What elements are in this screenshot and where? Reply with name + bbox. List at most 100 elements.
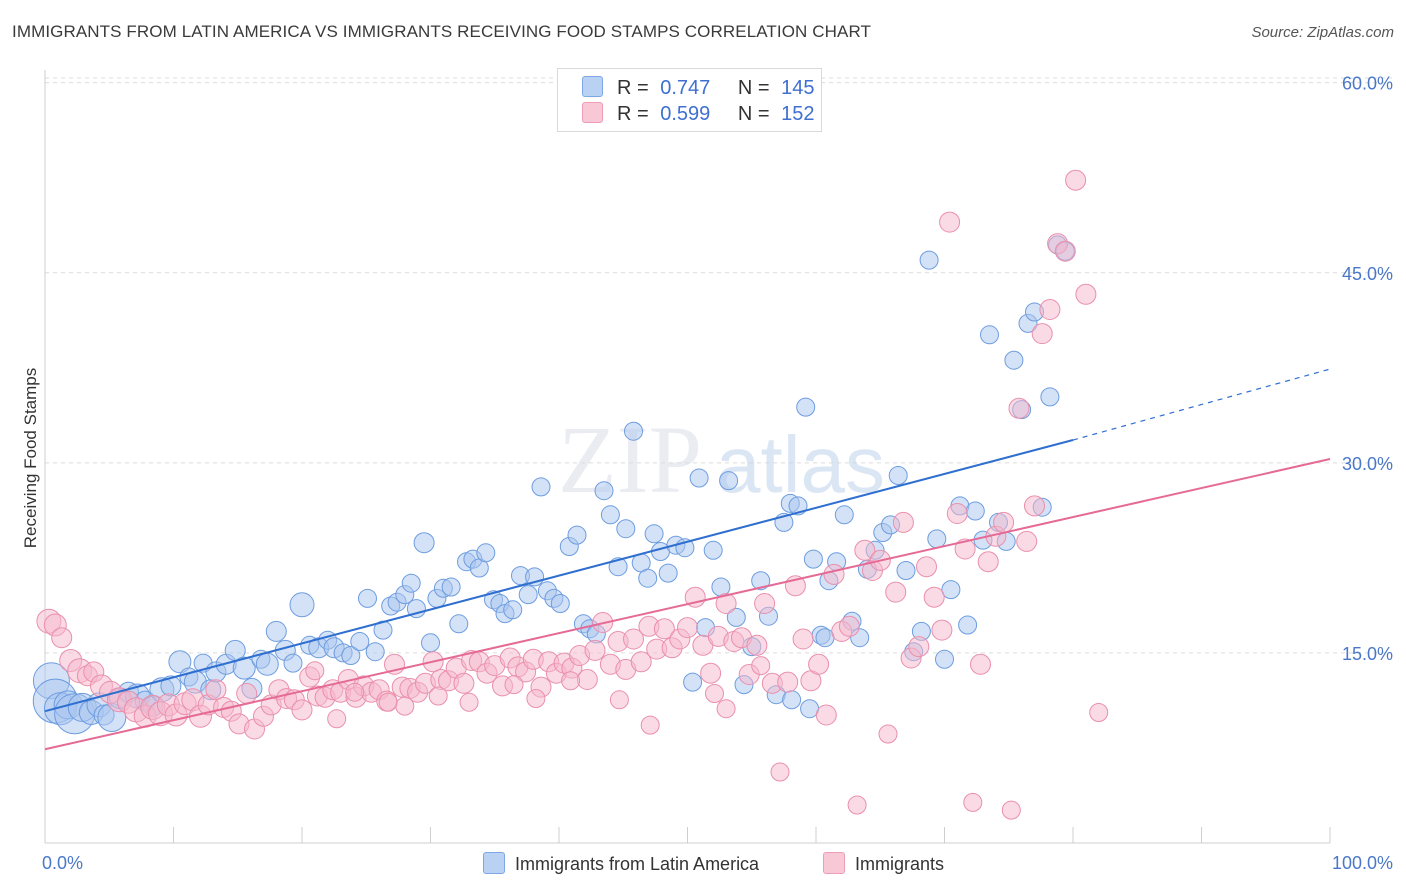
point-blue-95 (751, 571, 771, 591)
point-blue-57 (476, 543, 496, 563)
legend-n-label: N = (737, 103, 770, 125)
point-pink-143 (459, 692, 479, 712)
point-pink-144 (428, 686, 448, 706)
point-pink-138 (716, 699, 736, 719)
point-blue-31 (283, 653, 303, 673)
legend-row-pink: R = 0.599 N = 152 (582, 102, 815, 126)
point-blue-53 (449, 614, 469, 634)
point-blue-120 (941, 580, 961, 600)
point-pink-85 (700, 662, 722, 684)
point-pink-104 (847, 795, 867, 815)
point-blue-63 (518, 585, 538, 605)
y-tick-label-1: 30.0% (1342, 454, 1393, 474)
point-pink-105 (854, 539, 876, 561)
point-pink-69 (576, 669, 598, 690)
bottom-legend-latin-america: Immigrants from Latin America (483, 852, 759, 875)
point-pink-70 (584, 639, 606, 661)
point-pink-131 (1054, 240, 1076, 262)
point-pink-124 (1001, 800, 1021, 820)
point-pink-137 (751, 656, 771, 676)
point-pink-110 (892, 511, 914, 533)
point-blue-40 (358, 588, 377, 608)
point-blue-70 (567, 525, 587, 545)
point-pink-117 (946, 503, 968, 524)
point-blue-32 (289, 592, 315, 618)
point-blue-91 (719, 471, 739, 491)
point-blue-113 (888, 466, 908, 485)
point-pink-135 (705, 684, 724, 703)
y-tick-label-3: 60.0% (1342, 74, 1393, 94)
series-immigrants-points (36, 169, 1109, 820)
point-blue-114 (896, 561, 916, 580)
point-blue-117 (919, 250, 939, 270)
point-blue-49 (421, 633, 440, 653)
point-pink-142 (504, 675, 524, 695)
point-blue-118 (927, 529, 947, 549)
point-blue-106 (834, 505, 854, 525)
point-pink-25 (236, 683, 258, 704)
point-blue-89 (703, 540, 723, 560)
point-blue-39 (350, 632, 370, 651)
point-blue-101 (796, 397, 816, 417)
point-pink-147 (345, 682, 365, 702)
bottom-legend-immigrants: Immigrants (823, 852, 944, 875)
y-tick-label-0: 15.0% (1342, 644, 1393, 664)
point-pink-109 (885, 581, 907, 603)
point-pink-128 (1031, 323, 1053, 345)
point-pink-146 (378, 692, 398, 712)
tick-labels: 15.0% 30.0% 45.0% 60.0% 0.0% 100.0% (42, 74, 1393, 873)
point-pink-2 (51, 627, 73, 649)
trend-line-blue-dashed (1072, 368, 1331, 441)
y-tick-label-2: 45.0% (1342, 264, 1393, 284)
point-pink-97 (792, 628, 814, 650)
legend-r-label: R = (617, 103, 649, 125)
point-blue-83 (658, 563, 678, 583)
point-pink-113 (916, 556, 937, 578)
point-pink-53 (453, 672, 475, 694)
trend-line-pink (44, 458, 1331, 751)
point-blue-28 (255, 652, 279, 676)
point-blue-122 (958, 615, 978, 635)
point-pink-120 (970, 653, 991, 675)
point-pink-91 (746, 634, 768, 656)
point-pink-76 (630, 651, 652, 673)
point-pink-99 (808, 653, 830, 675)
legend-n-value-blue: 145 (781, 77, 815, 99)
point-blue-75 (600, 505, 620, 525)
point-blue-77 (616, 519, 636, 539)
point-pink-95 (777, 671, 799, 693)
point-pink-75 (623, 628, 644, 650)
point-pink-140 (526, 689, 546, 708)
point-pink-129 (1039, 299, 1061, 320)
point-pink-126 (1016, 530, 1038, 552)
point-pink-119 (963, 792, 983, 812)
point-blue-133 (1040, 387, 1060, 407)
point-pink-103 (838, 615, 860, 637)
point-pink-115 (931, 619, 953, 641)
legend-r-value-pink: 0.599 (660, 103, 711, 125)
point-pink-32 (291, 699, 313, 721)
chart-title: IMMIGRANTS FROM LATIN AMERICA VS IMMIGRA… (12, 22, 872, 41)
point-blue-61 (503, 600, 523, 620)
point-blue-92 (726, 607, 746, 627)
point-pink-133 (1075, 283, 1097, 305)
point-pink-148 (327, 709, 347, 729)
point-pink-101 (823, 563, 845, 585)
point-blue-65 (531, 477, 551, 497)
point-blue-46 (401, 573, 421, 593)
y-axis-label: Receiving Food Stamps (21, 368, 40, 548)
point-blue-128 (1004, 350, 1024, 370)
legend-n-value-pink: 152 (781, 103, 815, 125)
point-blue-80 (638, 568, 658, 588)
point-pink-132 (1065, 169, 1087, 191)
point-blue-17 (168, 650, 192, 674)
legend-row-blue: R = 0.747 N = 145 (582, 76, 815, 100)
point-pink-145 (395, 696, 415, 716)
legend-n-label: N = (737, 77, 770, 99)
point-pink-141 (609, 690, 629, 710)
bottom-legend-label-blue: Immigrants from Latin America (515, 854, 760, 874)
x-tick-label-0: 0.0% (42, 853, 83, 873)
point-blue-137 (782, 690, 802, 710)
point-blue-81 (644, 524, 664, 544)
